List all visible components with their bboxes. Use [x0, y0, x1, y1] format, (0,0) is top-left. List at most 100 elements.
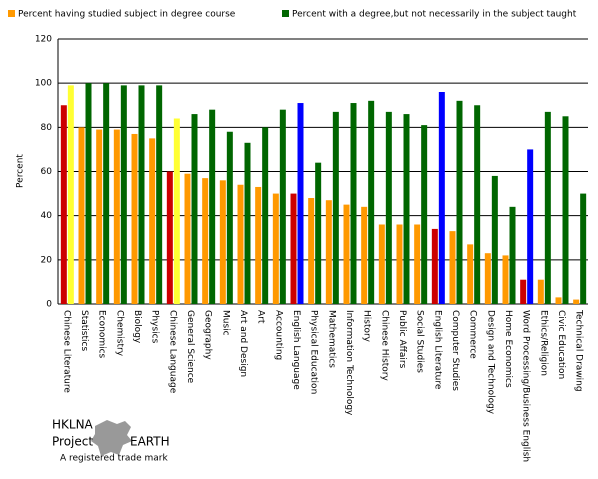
x-tick-label: Chemistry: [114, 310, 124, 357]
x-tick-label: Mathematics: [326, 310, 336, 368]
bar: [368, 100, 375, 304]
bar: [219, 180, 226, 304]
x-tick-label: Word Processing/Business English: [521, 310, 531, 462]
x-tick-label: Chinese History: [379, 310, 389, 382]
x-tick-label: History: [362, 310, 372, 343]
x-tick-label: Physical Education: [309, 310, 319, 394]
bar: [527, 149, 534, 304]
bar: [520, 279, 527, 304]
bar: [562, 116, 569, 305]
bar: [325, 200, 332, 304]
x-tick-label: Commerce: [468, 310, 478, 359]
logo-text: Project: [52, 435, 93, 449]
bar: [67, 85, 74, 304]
bar: [474, 105, 481, 304]
x-tick-label: Computer Studies: [450, 310, 460, 391]
bar: [544, 111, 551, 304]
x-tick-label: Information Technology: [344, 310, 354, 416]
legend-swatch: [282, 10, 289, 17]
legend-label: Percent with a degree,but not necessaril…: [292, 10, 577, 20]
x-tick-label: Physics: [150, 310, 160, 344]
bar: [149, 138, 156, 304]
bar: [113, 129, 120, 304]
logo: HKLNA Project EARTH A registered trade m…: [52, 418, 170, 464]
x-tick-label: Art and Design: [238, 310, 248, 377]
bar: [315, 162, 322, 304]
y-tick-label: 40: [41, 211, 53, 221]
x-tick-label: Statistics: [79, 310, 89, 351]
bar: [414, 224, 421, 304]
x-tick-label: Art: [256, 310, 266, 324]
legend-label: Percent having studied subject in degree…: [18, 10, 236, 20]
bar: [191, 114, 198, 304]
bar: [96, 129, 103, 304]
bar: [509, 206, 516, 304]
bar: [156, 85, 163, 304]
x-tick-label: Ethics/Religion: [538, 310, 548, 376]
bar: [131, 133, 138, 304]
x-tick-label: English Language: [291, 310, 301, 390]
x-tick-label: Chinese Literature: [61, 310, 71, 393]
y-tick-label: 120: [35, 35, 52, 45]
x-tick-label: Music: [220, 310, 230, 336]
bar: [202, 178, 209, 304]
x-tick-label: Biology: [132, 310, 142, 344]
x-tick-label: Civic Education: [556, 310, 566, 379]
bar: [85, 83, 92, 305]
bar: [580, 193, 587, 304]
bar: [209, 109, 216, 305]
x-tick-label: Geography: [203, 310, 213, 360]
x-tick-label: Design and Technology: [485, 310, 495, 415]
bar: [173, 118, 180, 304]
y-tick-label: 100: [35, 79, 52, 89]
x-tick-label: Home Economics: [503, 310, 513, 388]
x-tick-label: English Literature: [432, 310, 442, 390]
bar: [343, 204, 350, 304]
bar: [361, 206, 368, 304]
x-tick-label: Chinese Language: [167, 310, 177, 394]
bar: [60, 105, 67, 304]
legend-swatch: [8, 10, 15, 17]
y-axis-label: Percent: [16, 154, 26, 188]
y-tick-label: 20: [41, 255, 53, 265]
bar: [226, 131, 233, 304]
bar: [502, 255, 509, 304]
bar: [573, 299, 580, 304]
bar: [491, 175, 498, 304]
bar: [484, 253, 491, 304]
bar: [449, 231, 456, 304]
bar: [537, 279, 544, 304]
bar: [244, 142, 251, 304]
bar: [456, 100, 463, 304]
logo-tagline: A registered trade mark: [60, 454, 168, 464]
bar: [262, 127, 269, 304]
bar: [78, 127, 85, 304]
y-tick-label: 80: [41, 123, 53, 133]
logo-text: EARTH: [130, 435, 170, 449]
x-tick-label: Technical Drawing: [574, 309, 584, 392]
bar: [279, 109, 286, 305]
x-tick-label: Public Affairs: [397, 310, 407, 369]
bar: [272, 193, 279, 304]
bar: [120, 85, 127, 304]
bar: [237, 184, 244, 304]
bar: [332, 111, 339, 304]
bar: [184, 173, 191, 304]
x-tick-label: Social Studies: [415, 310, 425, 373]
bar: [138, 85, 145, 304]
logo-text: HKLNA: [52, 418, 94, 432]
bar: [438, 92, 445, 304]
bar: [467, 244, 474, 304]
bar: [421, 125, 428, 304]
x-tick-label: General Science: [185, 310, 195, 384]
bar: [290, 193, 297, 304]
bar: [403, 114, 410, 304]
logo-shape: [91, 420, 132, 456]
bar: [385, 111, 392, 304]
bar: [255, 186, 262, 304]
bar: [431, 228, 438, 304]
x-tick-label: Economics: [97, 310, 107, 359]
bar: [103, 83, 110, 305]
y-tick-label: 0: [46, 300, 52, 310]
